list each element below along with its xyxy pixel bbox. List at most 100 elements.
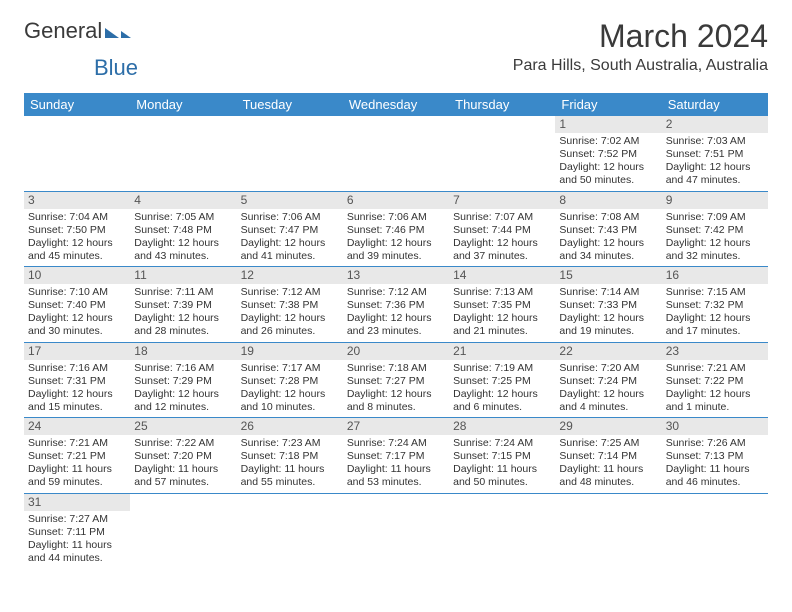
- calendar-day-cell: 12Sunrise: 7:12 AMSunset: 7:38 PMDayligh…: [237, 267, 343, 343]
- day-number: 27: [343, 418, 449, 435]
- day-number: 12: [237, 267, 343, 284]
- calendar-day-cell: 13Sunrise: 7:12 AMSunset: 7:36 PMDayligh…: [343, 267, 449, 343]
- day-header: Saturday: [662, 93, 768, 116]
- sunset-text: Sunset: 7:25 PM: [453, 375, 551, 388]
- sunrise-text: Sunrise: 7:24 AM: [347, 437, 445, 450]
- daylight-text: Daylight: 12 hours: [453, 388, 551, 401]
- daylight-text: and 4 minutes.: [559, 401, 657, 414]
- daylight-text: and 10 minutes.: [241, 401, 339, 414]
- sunrise-text: Sunrise: 7:11 AM: [134, 286, 232, 299]
- daylight-text: and 50 minutes.: [559, 174, 657, 187]
- daylight-text: and 23 minutes.: [347, 325, 445, 338]
- daylight-text: and 6 minutes.: [453, 401, 551, 414]
- calendar-day-cell: 4Sunrise: 7:05 AMSunset: 7:48 PMDaylight…: [130, 191, 236, 267]
- day-number: 31: [24, 494, 130, 511]
- logo-text-1: General: [24, 18, 102, 44]
- calendar-empty-cell: [130, 493, 236, 568]
- day-header: Sunday: [24, 93, 130, 116]
- daylight-text: and 59 minutes.: [28, 476, 126, 489]
- day-number: 11: [130, 267, 236, 284]
- calendar-body: 1Sunrise: 7:02 AMSunset: 7:52 PMDaylight…: [24, 116, 768, 568]
- sunset-text: Sunset: 7:42 PM: [666, 224, 764, 237]
- daylight-text: and 8 minutes.: [347, 401, 445, 414]
- daylight-text: Daylight: 12 hours: [666, 161, 764, 174]
- sunset-text: Sunset: 7:20 PM: [134, 450, 232, 463]
- calendar-day-cell: 14Sunrise: 7:13 AMSunset: 7:35 PMDayligh…: [449, 267, 555, 343]
- calendar-day-cell: 30Sunrise: 7:26 AMSunset: 7:13 PMDayligh…: [662, 418, 768, 494]
- daylight-text: Daylight: 11 hours: [559, 463, 657, 476]
- calendar-day-cell: 18Sunrise: 7:16 AMSunset: 7:29 PMDayligh…: [130, 342, 236, 418]
- calendar-week-row: 1Sunrise: 7:02 AMSunset: 7:52 PMDaylight…: [24, 116, 768, 191]
- day-number: 7: [449, 192, 555, 209]
- sunrise-text: Sunrise: 7:10 AM: [28, 286, 126, 299]
- calendar-empty-cell: [24, 116, 130, 191]
- daylight-text: and 45 minutes.: [28, 250, 126, 263]
- daylight-text: and 57 minutes.: [134, 476, 232, 489]
- month-title: March 2024: [513, 18, 768, 55]
- day-number: 15: [555, 267, 661, 284]
- sunrise-text: Sunrise: 7:08 AM: [559, 211, 657, 224]
- daylight-text: Daylight: 11 hours: [347, 463, 445, 476]
- calendar-day-cell: 2Sunrise: 7:03 AMSunset: 7:51 PMDaylight…: [662, 116, 768, 191]
- calendar-empty-cell: [555, 493, 661, 568]
- daylight-text: Daylight: 11 hours: [666, 463, 764, 476]
- calendar-day-cell: 16Sunrise: 7:15 AMSunset: 7:32 PMDayligh…: [662, 267, 768, 343]
- day-number: 1: [555, 116, 661, 133]
- calendar-empty-cell: [449, 116, 555, 191]
- calendar-day-cell: 15Sunrise: 7:14 AMSunset: 7:33 PMDayligh…: [555, 267, 661, 343]
- calendar-table: SundayMondayTuesdayWednesdayThursdayFrid…: [24, 93, 768, 568]
- calendar-day-cell: 1Sunrise: 7:02 AMSunset: 7:52 PMDaylight…: [555, 116, 661, 191]
- daylight-text: and 48 minutes.: [559, 476, 657, 489]
- day-number: 23: [662, 343, 768, 360]
- daylight-text: Daylight: 12 hours: [559, 388, 657, 401]
- day-number: 29: [555, 418, 661, 435]
- day-number: 21: [449, 343, 555, 360]
- daylight-text: Daylight: 11 hours: [134, 463, 232, 476]
- calendar-day-cell: 21Sunrise: 7:19 AMSunset: 7:25 PMDayligh…: [449, 342, 555, 418]
- daylight-text: Daylight: 12 hours: [28, 388, 126, 401]
- calendar-empty-cell: [237, 116, 343, 191]
- daylight-text: Daylight: 12 hours: [347, 388, 445, 401]
- sunrise-text: Sunrise: 7:05 AM: [134, 211, 232, 224]
- calendar-day-cell: 28Sunrise: 7:24 AMSunset: 7:15 PMDayligh…: [449, 418, 555, 494]
- calendar-week-row: 10Sunrise: 7:10 AMSunset: 7:40 PMDayligh…: [24, 267, 768, 343]
- sunset-text: Sunset: 7:15 PM: [453, 450, 551, 463]
- daylight-text: Daylight: 12 hours: [453, 312, 551, 325]
- sunrise-text: Sunrise: 7:27 AM: [28, 513, 126, 526]
- day-number: 22: [555, 343, 661, 360]
- day-number: 14: [449, 267, 555, 284]
- day-number: 13: [343, 267, 449, 284]
- calendar-empty-cell: [449, 493, 555, 568]
- sunrise-text: Sunrise: 7:03 AM: [666, 135, 764, 148]
- sunrise-text: Sunrise: 7:17 AM: [241, 362, 339, 375]
- logo-text-2: Blue: [94, 55, 138, 80]
- daylight-text: and 15 minutes.: [28, 401, 126, 414]
- day-number: 20: [343, 343, 449, 360]
- sunset-text: Sunset: 7:22 PM: [666, 375, 764, 388]
- day-number: 24: [24, 418, 130, 435]
- daylight-text: Daylight: 12 hours: [241, 388, 339, 401]
- day-number: 2: [662, 116, 768, 133]
- sunset-text: Sunset: 7:44 PM: [453, 224, 551, 237]
- calendar-day-cell: 3Sunrise: 7:04 AMSunset: 7:50 PMDaylight…: [24, 191, 130, 267]
- calendar-empty-cell: [130, 116, 236, 191]
- daylight-text: and 1 minute.: [666, 401, 764, 414]
- day-number: 18: [130, 343, 236, 360]
- calendar-day-cell: 17Sunrise: 7:16 AMSunset: 7:31 PMDayligh…: [24, 342, 130, 418]
- sunrise-text: Sunrise: 7:21 AM: [666, 362, 764, 375]
- sunset-text: Sunset: 7:14 PM: [559, 450, 657, 463]
- calendar-day-cell: 9Sunrise: 7:09 AMSunset: 7:42 PMDaylight…: [662, 191, 768, 267]
- sunset-text: Sunset: 7:13 PM: [666, 450, 764, 463]
- calendar-day-cell: 19Sunrise: 7:17 AMSunset: 7:28 PMDayligh…: [237, 342, 343, 418]
- day-header: Monday: [130, 93, 236, 116]
- daylight-text: Daylight: 12 hours: [559, 161, 657, 174]
- day-number: 9: [662, 192, 768, 209]
- calendar-day-cell: 10Sunrise: 7:10 AMSunset: 7:40 PMDayligh…: [24, 267, 130, 343]
- day-number: 4: [130, 192, 236, 209]
- calendar-day-cell: 23Sunrise: 7:21 AMSunset: 7:22 PMDayligh…: [662, 342, 768, 418]
- calendar-day-cell: 22Sunrise: 7:20 AMSunset: 7:24 PMDayligh…: [555, 342, 661, 418]
- sunset-text: Sunset: 7:33 PM: [559, 299, 657, 312]
- day-number: 30: [662, 418, 768, 435]
- logo: General: [24, 18, 133, 44]
- calendar-empty-cell: [237, 493, 343, 568]
